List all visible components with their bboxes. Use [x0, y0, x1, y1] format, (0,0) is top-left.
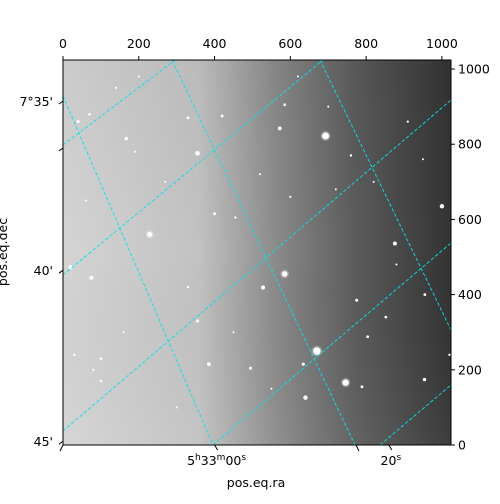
star-37 [289, 195, 292, 198]
star-36 [186, 285, 190, 289]
star-21 [366, 335, 370, 339]
star-10 [392, 241, 397, 246]
star-20 [360, 385, 364, 389]
right-y-tick-label: 800 [458, 137, 482, 152]
star-7 [261, 285, 266, 290]
grid-dec-line-4 [212, 242, 451, 445]
star-48 [164, 180, 167, 183]
star-25 [88, 112, 91, 116]
star-30 [213, 212, 217, 216]
star-34 [73, 353, 76, 356]
grid-ra-line-2 [171, 60, 356, 445]
star-26 [186, 116, 190, 120]
grid-dec-line-5 [379, 384, 451, 445]
star-43 [137, 75, 140, 78]
dec-tick-label-2: 45' [34, 434, 53, 449]
star-50 [232, 331, 235, 334]
star-23 [423, 293, 427, 297]
star-28 [283, 103, 287, 107]
right-y-tick-label: 200 [458, 362, 482, 377]
dec-tick-label-1: 40' [34, 263, 53, 278]
star-1 [313, 347, 321, 355]
star-46 [372, 180, 375, 183]
star-22 [384, 315, 388, 319]
star-42 [114, 86, 118, 89]
y-axis-label: pos.eq.dec [0, 218, 10, 286]
star-53 [395, 263, 398, 266]
grid-dec-line-2 [63, 60, 324, 276]
grid-dec-line-3 [63, 99, 451, 432]
star-15 [355, 298, 359, 302]
star-27 [220, 114, 224, 118]
star-13 [89, 275, 94, 280]
right-y-tick-label: 0 [458, 438, 466, 453]
top-x-tick-label: 400 [203, 36, 227, 51]
grid-ra-line-1 [63, 95, 214, 445]
star-47 [421, 158, 424, 161]
star-39 [448, 353, 451, 356]
star-33 [92, 368, 95, 371]
star-17 [195, 319, 200, 323]
star-0 [322, 132, 330, 140]
grid-dec-line-1 [63, 60, 176, 146]
star-45 [327, 105, 330, 108]
star-16 [422, 377, 427, 382]
star-19 [301, 362, 305, 366]
star-51 [175, 406, 178, 409]
star-6 [68, 264, 73, 270]
ra-tick-label-0: 5h33m00s [187, 453, 246, 468]
right-y-tick-label: 400 [458, 287, 482, 302]
right-y-tick-label: 1000 [458, 62, 490, 77]
star-38 [406, 120, 409, 123]
star-3 [281, 271, 288, 277]
star-41 [133, 150, 136, 153]
world-axis-ticks: 5h33m00s 20s 7°35' 40' 45' [19, 94, 401, 468]
top-x-tick-label: 800 [354, 36, 378, 51]
star-5 [195, 150, 200, 156]
stars-layer [68, 75, 451, 409]
dec-tick-label-0: 7°35' [19, 94, 53, 109]
pixel-axis-ticks: 0 200 400 600 800 1000 0 200 400 600 800 1000 [59, 36, 490, 453]
star-8 [303, 395, 308, 400]
star-9 [439, 204, 445, 209]
right-y-tick-label: 600 [458, 212, 482, 227]
star-44 [296, 75, 299, 78]
star-52 [270, 387, 273, 390]
star-2 [342, 379, 349, 386]
star-35 [99, 379, 103, 383]
star-4 [147, 231, 153, 238]
star-14 [206, 362, 211, 367]
star-31 [234, 216, 237, 219]
star-18 [249, 366, 253, 370]
star-24 [76, 120, 80, 124]
star-54 [122, 331, 125, 334]
star-11 [277, 126, 282, 131]
ra-tick-label-1: 20s [381, 453, 402, 468]
top-x-tick-label: 600 [278, 36, 302, 51]
star-55 [84, 199, 87, 202]
x-axis-label: pos.eq.ra [227, 475, 285, 490]
top-x-tick-label: 0 [59, 36, 67, 51]
star-29 [349, 154, 353, 157]
grid-ra-line-3 [319, 60, 451, 331]
plot-frame [62, 59, 452, 446]
star-32 [99, 357, 103, 360]
star-49 [259, 173, 262, 176]
coordinate-grid [63, 60, 451, 445]
star-40 [334, 188, 337, 191]
top-x-tick-label: 1000 [426, 36, 458, 51]
star-12 [124, 136, 129, 141]
top-x-tick-label: 200 [127, 36, 151, 51]
